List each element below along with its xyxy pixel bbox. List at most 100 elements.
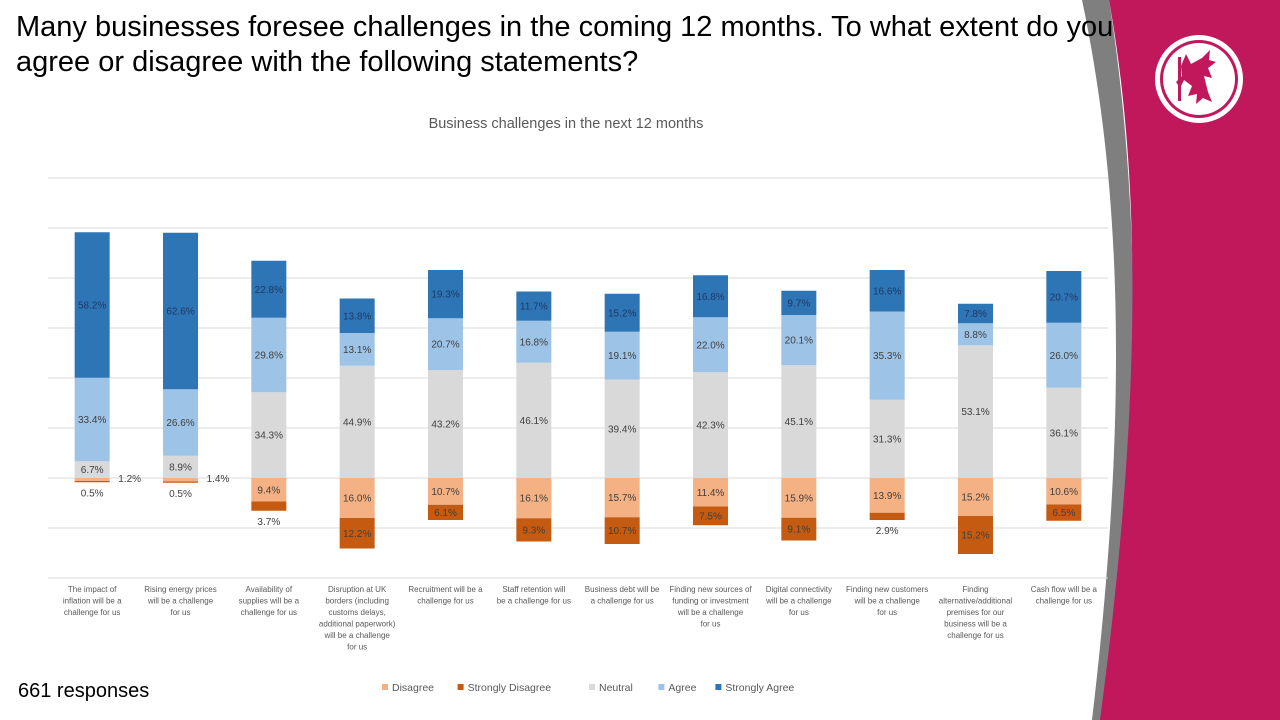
chart-title: Business challenges in the next 12 month… [429, 116, 704, 132]
bar-agree [604, 331, 640, 380]
bar-agree [74, 377, 110, 462]
data-label: 9.1% [787, 525, 810, 536]
magenta-panel [1100, 0, 1280, 720]
category-label: Recruitment will be a challenge for us [408, 585, 483, 606]
data-label: 58.2% [78, 301, 106, 312]
data-label: 13.1% [343, 345, 371, 356]
bar-disagree [428, 478, 463, 505]
data-label: 35.3% [873, 351, 901, 362]
data-label: 0.5% [169, 489, 192, 500]
data-label: 19.3% [431, 290, 459, 301]
legend-label: Agree [668, 682, 696, 694]
bar-strongly-agree [781, 290, 817, 315]
data-label: 34.3% [255, 431, 283, 442]
bar-agree [781, 315, 817, 366]
category-label: Rising energy prices will be a challenge f… [144, 585, 216, 617]
bar-strongly-agree [958, 303, 993, 324]
legend-swatch [715, 684, 722, 690]
data-labels: 6.7% 33.4% 58.2% 1.2% 0.5% 8.9% 26.6% 62.6% 1.4%… [78, 285, 1078, 542]
bar-strongly-disagree [251, 501, 287, 511]
bars [74, 232, 1082, 554]
bar-neutral [1046, 387, 1082, 478]
legend-item: Disagree [382, 682, 434, 694]
data-label: 33.4% [78, 415, 106, 426]
data-label: 8.9% [169, 462, 192, 473]
data-label: 29.8% [255, 351, 283, 362]
data-label: 8.8% [964, 330, 987, 341]
bar-disagree [604, 478, 640, 518]
bar-strongly-disagree [693, 506, 728, 526]
bar-strongly-agree [604, 293, 640, 332]
legend-label: Strongly Agree [725, 682, 794, 694]
data-label: 10.7% [431, 487, 459, 498]
data-label: 11.4% [697, 488, 725, 499]
responses-count: 661 responses [18, 680, 150, 702]
data-label: 9.7% [787, 298, 810, 309]
bar-strongly-agree [163, 232, 198, 390]
bar-strongly-disagree [516, 518, 552, 542]
bar-neutral [428, 370, 463, 478]
data-label: 3.7% [257, 517, 280, 528]
data-label: 6.5% [1052, 508, 1075, 519]
bar-disagree [251, 478, 287, 502]
bar-neutral [339, 365, 375, 478]
data-label: 15.2% [608, 308, 636, 319]
data-label: 13.9% [873, 491, 901, 502]
bar-agree [516, 320, 552, 363]
bar-strongly-disagree [781, 517, 817, 541]
data-label: 7.5% [699, 511, 722, 522]
bar-agree [163, 389, 198, 456]
data-label: 7.8% [964, 309, 987, 320]
bar-strongly-agree [74, 232, 110, 378]
data-label: 15.7% [608, 493, 636, 504]
category-label: Availability of supplies will be a challen… [239, 585, 300, 617]
category-labels: The impact of inflation will be a challeng… [63, 585, 1098, 652]
data-label: 26.6% [166, 418, 194, 429]
data-label: 43.2% [431, 420, 459, 431]
category-label: Disruption at UK borders (including custom… [319, 585, 396, 652]
bar-disagree [693, 478, 728, 507]
data-label: 62.6% [166, 307, 194, 318]
bar-strongly-agree [516, 291, 552, 321]
bar-neutral [74, 461, 110, 478]
bar-strongly-agree [869, 270, 905, 312]
bar-strongly-disagree [958, 516, 993, 554]
category-label: Finding new customers will be a challenge… [846, 585, 928, 617]
data-label: 15.2% [961, 531, 989, 542]
data-label: 20.7% [431, 340, 459, 351]
data-label: 2.9% [876, 526, 899, 537]
category-label: Business debt will be a challenge for us [585, 585, 660, 606]
bar-strongly-disagree [428, 504, 463, 520]
bar-disagree [163, 478, 198, 482]
bar-strongly-agree [693, 275, 728, 318]
legend-item: Strongly Agree [715, 682, 794, 694]
legend-item: Agree [658, 682, 697, 694]
data-label: 16.8% [520, 337, 548, 348]
bar-disagree [958, 478, 993, 516]
category-label: Staff retention will be a challenge for u… [497, 585, 571, 606]
data-label: 53.1% [961, 407, 989, 418]
bar-neutral [958, 345, 993, 478]
data-label: 22.8% [255, 285, 283, 296]
legend-swatch [589, 684, 595, 690]
data-label: 46.1% [520, 416, 548, 427]
bar-strongly-disagree [163, 481, 198, 483]
bar-strongly-disagree [339, 518, 375, 549]
bar-disagree [74, 478, 110, 481]
data-label: 1.4% [207, 474, 230, 485]
category-label: The impact of inflation will be a challeng… [63, 585, 122, 617]
data-label: 10.6% [1050, 487, 1078, 498]
data-label: 16.0% [343, 494, 371, 505]
category-label: Finding alternative/additional premises fo… [939, 585, 1013, 640]
data-label: 26.0% [1050, 351, 1078, 362]
data-label: 10.7% [608, 526, 636, 537]
bar-neutral [869, 399, 905, 478]
data-label: 9.4% [257, 485, 280, 496]
bar-disagree [1046, 478, 1082, 505]
bar-strongly-agree [251, 260, 287, 318]
data-label: 15.2% [961, 493, 989, 504]
bar-strongly-disagree [604, 517, 640, 544]
data-label: 16.6% [873, 286, 901, 297]
data-label: 44.9% [343, 417, 371, 428]
